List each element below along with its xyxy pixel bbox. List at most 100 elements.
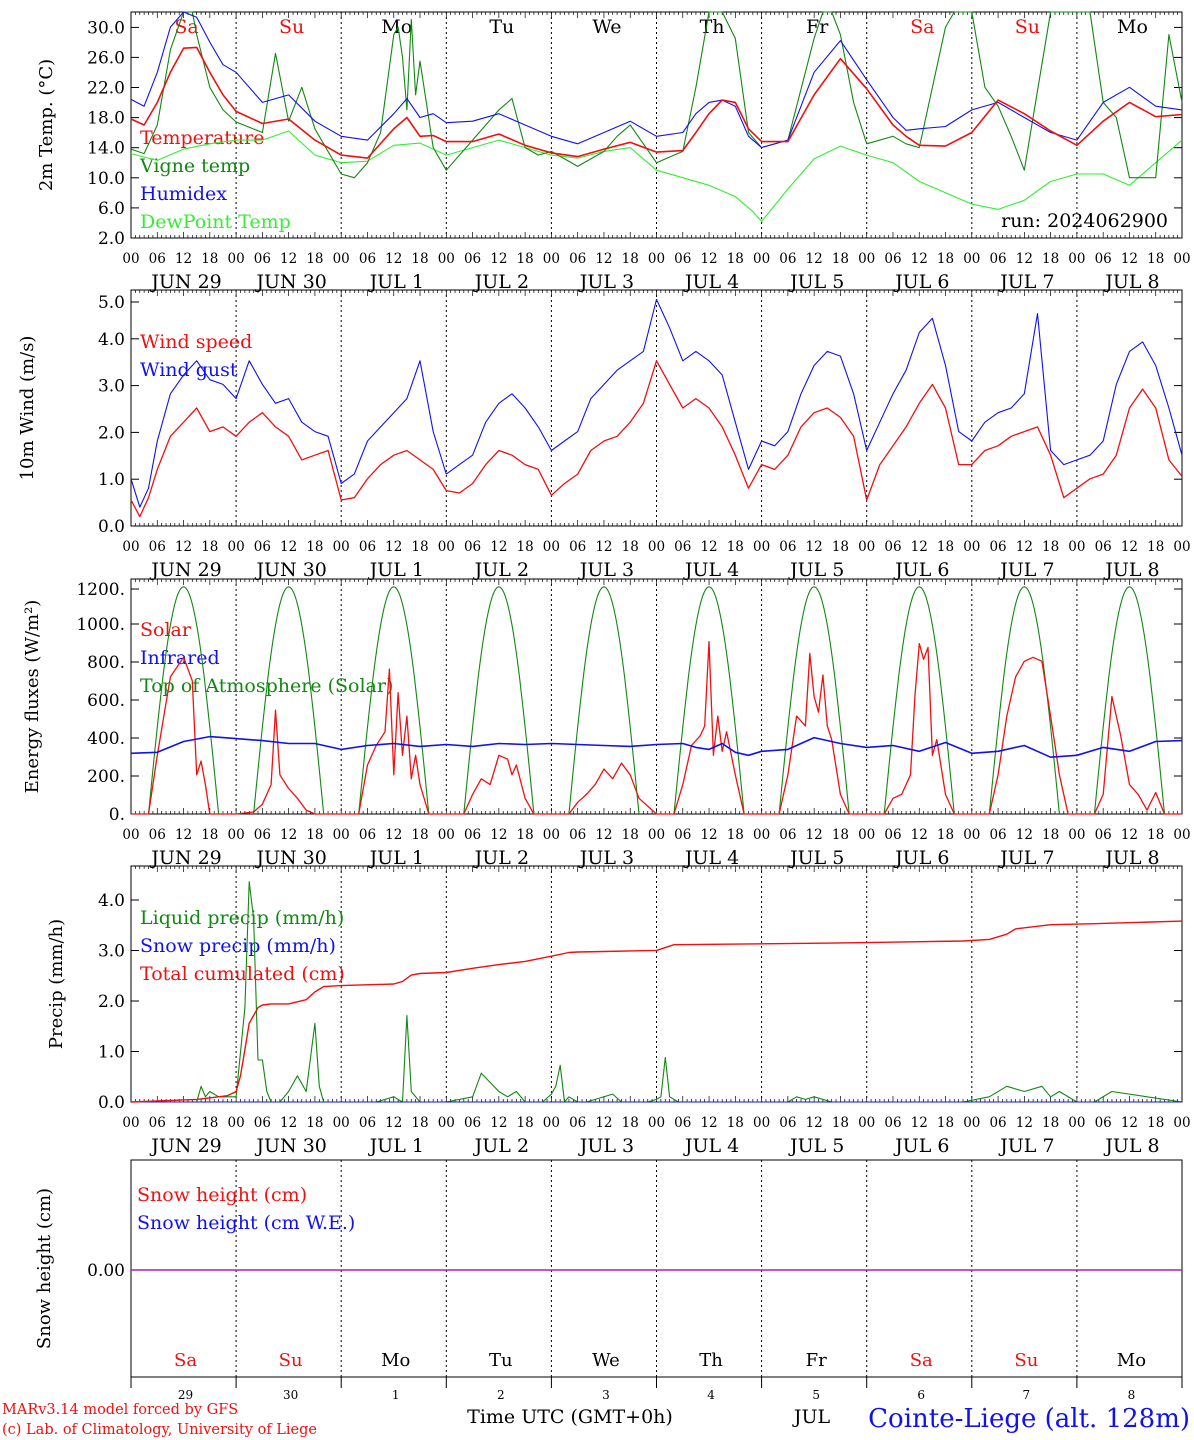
hour-label: 18 (1042, 251, 1059, 267)
hour-label: 06 (779, 251, 796, 267)
weekday-label: Mo (1117, 16, 1148, 38)
hour-label: 00 (543, 251, 560, 267)
hour-label: 12 (806, 827, 823, 843)
hour-label: 00 (333, 1115, 350, 1131)
legend-entry: Infrared (140, 647, 220, 669)
date-label: JUL 3 (578, 271, 634, 293)
hour-label: 12 (175, 1115, 192, 1131)
date-label: JUL 4 (683, 847, 739, 869)
legend-entry: Snow height (cm) (137, 1184, 307, 1206)
series-line-wind-speed (130, 360, 1183, 518)
hour-label: 00 (753, 251, 770, 267)
hour-label: 18 (201, 539, 218, 555)
day-number: 1 (392, 1388, 400, 1402)
y-tick-label: 30.0 (87, 18, 125, 38)
hour-label: 00 (543, 827, 560, 843)
date-label: JUN 29 (149, 847, 221, 869)
hour-label: 00 (858, 1115, 875, 1131)
legend-entry: Vigne temp (139, 155, 250, 177)
legend-entry: DewPoint Temp (140, 211, 291, 233)
date-label: JUL 3 (578, 559, 634, 581)
y-tick-label: 4.0 (98, 330, 125, 350)
hour-label: 12 (595, 251, 612, 267)
day-number: 6 (917, 1388, 925, 1402)
date-label: JUN 30 (254, 847, 326, 869)
hour-label: 18 (1042, 1115, 1059, 1131)
hour-label: 12 (1121, 1115, 1138, 1131)
hour-label: 18 (622, 539, 639, 555)
hour-label: 06 (149, 1115, 166, 1131)
hour-label: 00 (122, 539, 139, 555)
series-line-temperature (130, 46, 1183, 159)
weekday-label-bottom: Mo (381, 1350, 410, 1371)
hour-label: 12 (911, 827, 928, 843)
hour-label: 00 (648, 539, 665, 555)
date-label: JUN 29 (149, 271, 221, 293)
hour-label: 06 (254, 827, 271, 843)
hour-label: 12 (280, 1115, 297, 1131)
hour-label: 12 (385, 1115, 402, 1131)
hour-label: 12 (490, 1115, 507, 1131)
hour-label: 06 (779, 1115, 796, 1131)
hour-label: 00 (648, 827, 665, 843)
hour-label: 00 (438, 539, 455, 555)
hour-label: 12 (911, 1115, 928, 1131)
hour-label: 12 (1016, 1115, 1033, 1131)
hour-label: 06 (464, 1115, 481, 1131)
hour-label: 18 (1147, 1115, 1164, 1131)
hour-label: 12 (595, 1115, 612, 1131)
y-tick-label: 10.0 (87, 169, 125, 189)
legend-entry: Liquid precip (mm/h) (140, 907, 344, 929)
hour-label: 06 (569, 1115, 586, 1131)
day-number: 30 (283, 1388, 298, 1402)
plot-frame (130, 11, 1183, 239)
hour-label: 18 (727, 1115, 744, 1131)
series-line-liquid-precip-mm-h (131, 881, 1183, 1103)
series-line-infrared (130, 735, 1183, 758)
legend-entry: Snow precip (mm/h) (140, 935, 336, 957)
hour-label: 18 (937, 251, 954, 267)
hour-label: 06 (254, 539, 271, 555)
hour-label: 12 (1121, 251, 1138, 267)
series-line-dewpoint-temp (130, 130, 1183, 222)
date-label: JUN 29 (149, 1135, 221, 1157)
hour-label: 12 (280, 251, 297, 267)
date-label: JUN 30 (254, 1135, 326, 1157)
hour-label: 00 (858, 827, 875, 843)
y-tick-label: 200. (87, 767, 125, 787)
hour-label: 00 (543, 539, 560, 555)
date-label: JUL 8 (1103, 1135, 1159, 1157)
hour-label: 12 (911, 539, 928, 555)
hour-label: 18 (411, 1115, 428, 1131)
date-label: JUL 3 (578, 1135, 634, 1157)
date-label: JUN 30 (254, 559, 326, 581)
hour-label: 06 (674, 1115, 691, 1131)
hour-label: 06 (569, 251, 586, 267)
hour-label: 06 (1095, 827, 1112, 843)
hour-label: 12 (490, 251, 507, 267)
hour-label: 12 (280, 827, 297, 843)
hour-label: 00 (122, 1115, 139, 1131)
hour-label: 06 (254, 1115, 271, 1131)
hour-label: 00 (1068, 539, 1085, 555)
hour-label: 06 (989, 539, 1006, 555)
weekday-label: Su (279, 16, 304, 38)
hour-label: 00 (858, 539, 875, 555)
y-tick-label: 26.0 (87, 48, 125, 68)
y-tick-label: 0.0 (98, 517, 125, 537)
weekday-label-bottom: We (592, 1350, 620, 1371)
hour-label: 12 (175, 251, 192, 267)
hour-label: 18 (411, 539, 428, 555)
hour-label: 00 (333, 539, 350, 555)
hour-label: 06 (884, 539, 901, 555)
legend-entry: Humidex (140, 183, 227, 205)
weekday-label-bottom: Sa (174, 1350, 197, 1371)
hour-label: 18 (622, 827, 639, 843)
hour-label: 18 (622, 1115, 639, 1131)
hour-label: 18 (832, 1115, 849, 1131)
day-number: 5 (812, 1388, 820, 1402)
hour-label: 06 (1095, 539, 1112, 555)
date-label: JUL 2 (473, 1135, 529, 1157)
hour-label: 18 (622, 251, 639, 267)
weekday-label-bottom: Mo (1117, 1350, 1146, 1371)
